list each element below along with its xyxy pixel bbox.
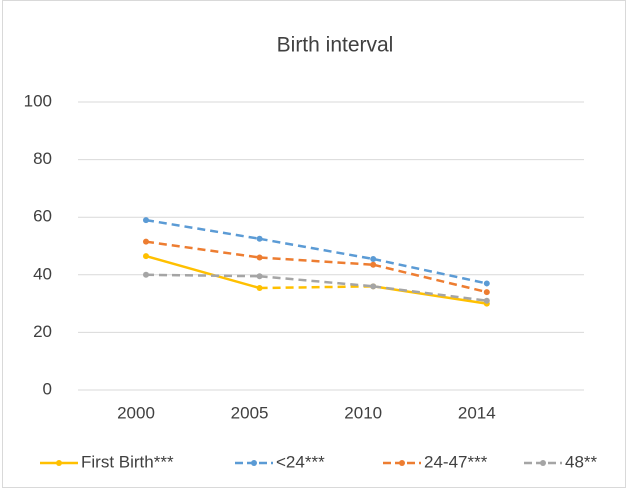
- point: [483, 297, 490, 304]
- point: [256, 273, 263, 280]
- line-segment: [372, 257, 488, 285]
- legend-label: First Birth***: [81, 452, 174, 471]
- line-segment: [259, 285, 374, 290]
- point: [256, 285, 263, 292]
- x-tick-label: 2000: [117, 403, 155, 422]
- line-segment: [373, 285, 487, 302]
- point: [143, 271, 149, 278]
- line-segment: [259, 237, 374, 261]
- point: [370, 255, 377, 262]
- point: [143, 238, 149, 245]
- chart-title: Birth interval: [277, 34, 394, 57]
- legend-marker: [399, 460, 405, 466]
- point: [256, 235, 263, 242]
- legend-label: 24-47***: [424, 452, 488, 471]
- line-segment: [145, 273, 260, 278]
- y-tick-label: 20: [33, 322, 52, 341]
- x-tick-label: 2010: [344, 403, 382, 422]
- x-tick-label: 2014: [458, 403, 496, 422]
- y-tick-label: 0: [43, 379, 52, 398]
- legend-label: 48**: [565, 452, 598, 471]
- legend-marker: [251, 460, 257, 466]
- point: [483, 289, 490, 296]
- line-segment: [145, 254, 260, 290]
- y-tick-label: 60: [33, 207, 52, 226]
- point: [256, 254, 263, 261]
- line-segment: [145, 218, 260, 241]
- line-segment: [259, 274, 374, 288]
- line-segment: [372, 263, 488, 294]
- legend-marker: [56, 460, 62, 466]
- point: [370, 283, 377, 290]
- x-tick-label: 2005: [231, 403, 269, 422]
- line-segment: [259, 256, 374, 266]
- legend-marker: [540, 460, 546, 466]
- y-tick-label: 80: [33, 149, 52, 168]
- point: [370, 261, 377, 268]
- point: [483, 280, 490, 287]
- legend-label: <24***: [276, 452, 325, 471]
- y-tick-label: 40: [33, 264, 52, 283]
- point: [143, 217, 149, 224]
- point: [143, 253, 149, 260]
- line-segment: [145, 240, 260, 259]
- y-tick-label: 100: [24, 91, 52, 110]
